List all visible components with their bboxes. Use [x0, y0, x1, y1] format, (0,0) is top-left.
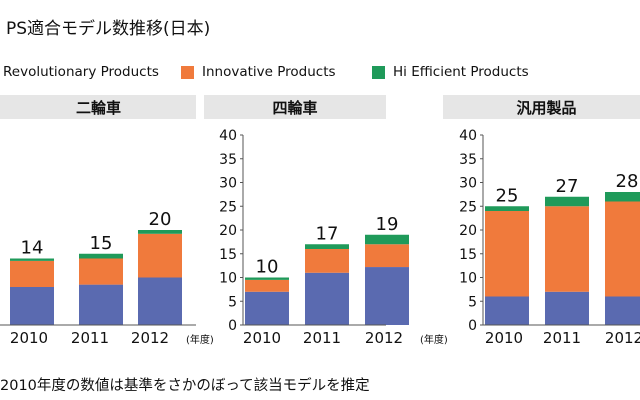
bar-segment-innovative	[10, 260, 54, 287]
y-tick-label: 25	[459, 199, 477, 215]
bar-segment-revolutionary	[365, 267, 409, 325]
bar-segment-revolutionary	[245, 291, 289, 325]
footnote: 2010年度の数値は基準をさかのぼって該当モデルを推定	[0, 378, 370, 394]
bar-segment-revolutionary	[79, 284, 123, 325]
y-tick-label: 0	[228, 318, 237, 334]
bar-segment-revolutionary	[305, 272, 349, 325]
legend-swatch-hi-efficient	[372, 65, 385, 79]
y-tick-label: 30	[459, 176, 477, 192]
y-tick-label: 25	[219, 199, 237, 215]
bar-segment-hi-efficient	[10, 258, 54, 261]
bar-total-label: 25	[496, 185, 519, 206]
bar-segment-revolutionary	[485, 296, 529, 325]
panel-header-bg	[443, 95, 640, 119]
x-tick-label: 2012	[131, 329, 169, 347]
bar-segment-innovative	[485, 211, 529, 297]
chart-title: PS適合モデル数推移(日本)	[6, 19, 211, 39]
chart-panel-2: 四輪車 0 5 10 15 20 25 30 35 40 10 2010 17 2011 19 2012 (年度…	[204, 95, 448, 347]
bar-total-label: 20	[149, 209, 172, 230]
y-tick-label: 15	[459, 247, 477, 263]
bar-segment-revolutionary	[545, 291, 589, 325]
bar-segment-innovative	[545, 206, 589, 292]
x-tick-label: 2011	[71, 329, 109, 347]
bar-segment-hi-efficient	[245, 277, 289, 280]
bar-total-label: 15	[90, 233, 113, 254]
y-tick-label: 15	[219, 247, 237, 263]
y-tick-label: 0	[468, 318, 477, 334]
bar-segment-innovative	[305, 249, 349, 273]
y-tick-label: 40	[459, 128, 477, 144]
chart-panel-1: 二輪車 14 2010 15 2011 20 2012 (年度)	[0, 95, 214, 347]
legend-label-revolutionary: Revolutionary Products	[3, 64, 159, 80]
y-tick-label: 20	[459, 223, 477, 239]
x-unit-label: (年度)	[186, 333, 214, 346]
y-tick-label: 35	[459, 152, 477, 168]
bar-total-label: 27	[556, 176, 579, 197]
chart-panel-3: 汎用製品 0 5 10 15 20 25 30 35 40 25 2010 27 2011 28 2012	[443, 95, 640, 347]
y-tick-label: 35	[219, 152, 237, 168]
bar-total-label: 19	[376, 214, 399, 235]
bar-segment-revolutionary	[138, 277, 182, 325]
x-tick-label: 2010	[485, 329, 523, 347]
legend-label-innovative: Innovative Products	[202, 64, 336, 80]
bar-segment-revolutionary	[605, 296, 640, 325]
x-tick-label: 2011	[543, 329, 581, 347]
bar-total-label: 17	[316, 223, 339, 244]
bar-segment-hi-efficient	[605, 192, 640, 202]
x-tick-label: 2010	[243, 329, 281, 347]
panel-header-bg	[204, 95, 386, 119]
bar-segment-hi-efficient	[79, 253, 123, 259]
bar-segment-innovative	[365, 244, 409, 268]
bar-segment-hi-efficient	[545, 196, 589, 207]
x-tick-label: 2011	[303, 329, 341, 347]
panel-title: 汎用製品	[516, 99, 576, 117]
x-tick-label: 2012	[605, 329, 640, 347]
bar-segment-innovative	[79, 258, 123, 285]
bar-segment-innovative	[605, 201, 640, 297]
x-unit-label: (年度)	[420, 333, 448, 346]
y-tick-label: 30	[219, 176, 237, 192]
bar-total-label: 10	[256, 257, 279, 278]
y-tick-label: 5	[228, 294, 237, 310]
legend-item-hi-efficient: Hi Efficient Products	[372, 64, 529, 80]
legend-label-hi-efficient: Hi Efficient Products	[393, 64, 529, 80]
bar-segment-revolutionary	[10, 287, 54, 325]
y-tick-label: 20	[219, 223, 237, 239]
panel-title: 四輪車	[272, 99, 317, 117]
bar-segment-hi-efficient	[138, 230, 182, 234]
bar-total-label: 14	[21, 238, 44, 259]
y-tick-label: 10	[459, 271, 477, 287]
legend-item-innovative: Innovative Products	[181, 64, 336, 80]
legend: Revolutionary Products Innovative Produc…	[0, 64, 640, 84]
legend-swatch-innovative	[181, 65, 194, 79]
bar-segment-innovative	[245, 279, 289, 292]
bar-segment-hi-efficient	[305, 244, 349, 249]
y-tick-label: 5	[468, 294, 477, 310]
bar-segment-hi-efficient	[365, 234, 409, 245]
bar-segment-hi-efficient	[485, 206, 529, 211]
bar-segment-innovative	[138, 233, 182, 278]
y-tick-label: 10	[219, 271, 237, 287]
x-tick-label: 2012	[365, 329, 403, 347]
y-tick-label: 40	[219, 128, 237, 144]
bar-total-label: 28	[616, 171, 639, 192]
panel-title: 二輪車	[76, 99, 121, 117]
legend-item-revolutionary: Revolutionary Products	[0, 64, 159, 80]
panel-header-bg	[0, 95, 196, 119]
x-tick-label: 2010	[10, 329, 48, 347]
